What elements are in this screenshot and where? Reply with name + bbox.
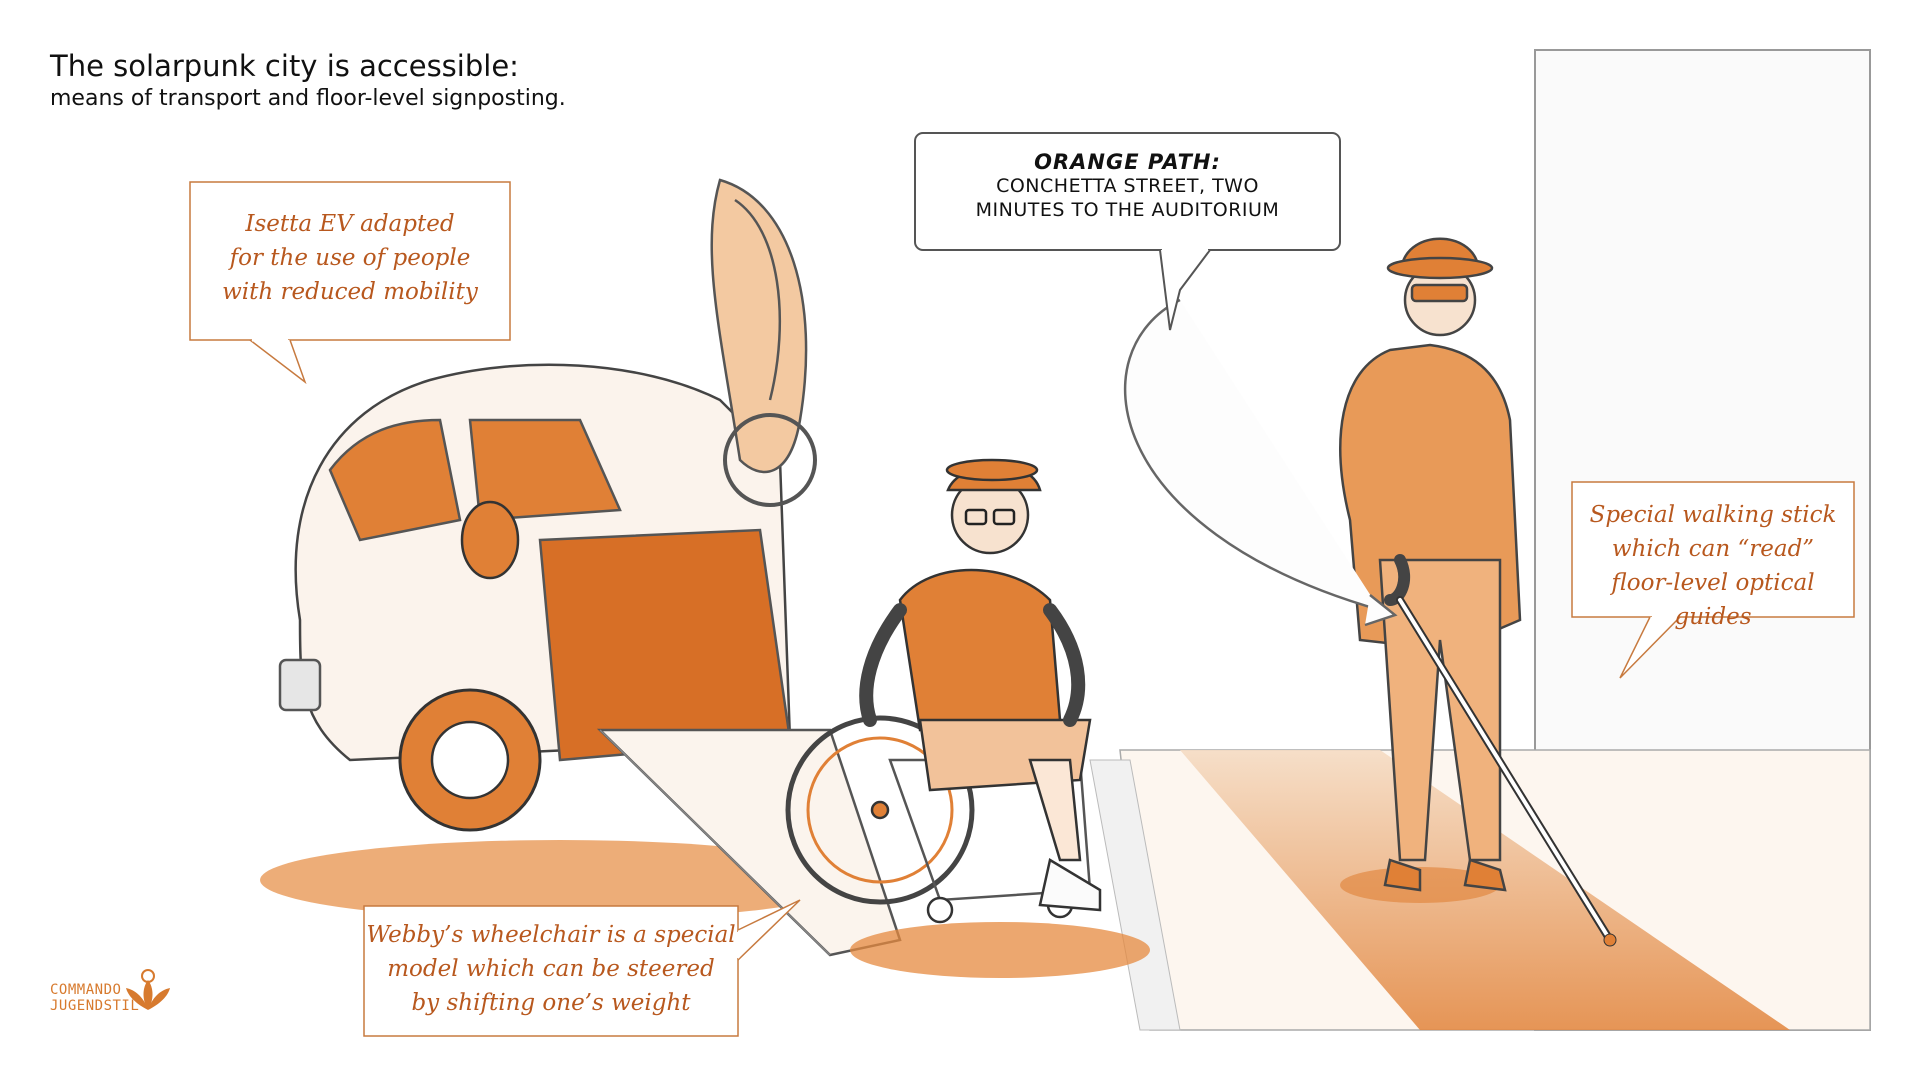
speech-line: CONCHETTA STREET, TWO: [996, 175, 1259, 197]
speech-line: MINUTES TO THE AUDITORIUM: [975, 199, 1280, 221]
caption-walking-stick: Special walking stick which can “read” f…: [1572, 498, 1854, 634]
caption-wheelchair-line: by shifting one’s weight: [411, 990, 691, 1016]
page-title: The solarpunk city is accessible:: [50, 49, 519, 83]
caption-isetta: Isetta EV adapted for the use of people …: [190, 207, 510, 309]
caption-walking-stick-line: floor-level optical guides: [1611, 570, 1815, 630]
pointer-arrow-head: [1364, 594, 1398, 627]
walking-stick: [1396, 596, 1617, 947]
wheelchair-user: [785, 458, 1102, 924]
page-subtitle: means of transport and floor-level signp…: [50, 86, 566, 111]
speech-speaker: ORANGE PATH:: [1034, 150, 1221, 174]
pointer-arrow: [1123, 298, 1381, 612]
isetta-car: [278, 178, 817, 832]
car-shadow: [260, 840, 860, 920]
logo: COMMANDO JUGENDSTIL: [50, 982, 139, 1014]
caption-isetta-line: Isetta EV adapted: [245, 211, 455, 237]
lotus-icon: [126, 969, 170, 1010]
blind-man: [1339, 237, 1522, 903]
logo-line: COMMANDO: [50, 982, 122, 998]
speech-text: ORANGE PATH: CONCHETTA STREET, TWO MINUT…: [915, 150, 1340, 222]
caption-wheelchair-line: model which can be steered: [387, 956, 715, 982]
logo-line: JUGENDSTIL: [50, 998, 140, 1014]
wheelchair-shadow: [850, 922, 1150, 978]
title-block: The solarpunk city is accessible: means …: [50, 48, 566, 114]
caption-wheelchair: Webby’s wheelchair is a special model wh…: [364, 918, 738, 1020]
caption-wheelchair-line: Webby’s wheelchair is a special: [366, 922, 736, 948]
caption-walking-stick-line: Special walking stick: [1589, 502, 1837, 528]
caption-box-walking-stick: [1571, 481, 1855, 679]
speech-bubble: [914, 132, 1341, 331]
caption-walking-stick-line: which can “read”: [1611, 536, 1815, 562]
caption-isetta-line: with reduced mobility: [222, 279, 478, 305]
caption-box-wheelchair: [363, 899, 801, 1037]
caption-isetta-line: for the use of people: [229, 245, 471, 271]
caption-box-isetta: [189, 181, 511, 385]
